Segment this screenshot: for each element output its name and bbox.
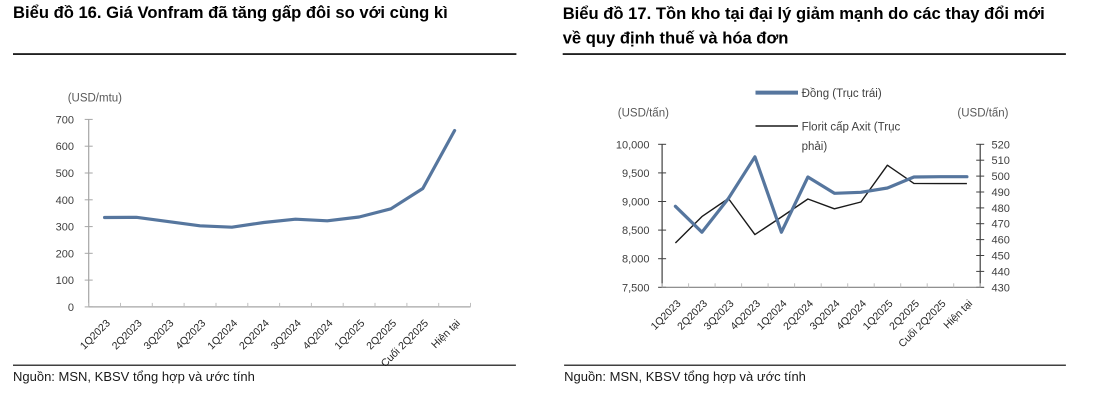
svg-text:phải): phải) xyxy=(802,141,828,153)
svg-text:Biểu đồ 17. Tồn kho tại đại lý: Biểu đồ 17. Tồn kho tại đại lý giảm mạnh… xyxy=(563,4,1045,23)
svg-text:3Q2024: 3Q2024 xyxy=(269,317,304,352)
svg-text:Nguồn: MSN, KBSV tổng hợp và ư: Nguồn: MSN, KBSV tổng hợp và ước tính xyxy=(564,369,806,384)
svg-text:3Q2023: 3Q2023 xyxy=(142,317,177,352)
svg-text:Hiện tại: Hiện tại xyxy=(429,317,463,351)
svg-text:4Q2024: 4Q2024 xyxy=(301,317,336,352)
svg-text:7,500: 7,500 xyxy=(622,282,650,294)
svg-text:(USD/tấn): (USD/tấn) xyxy=(618,108,669,120)
svg-text:về quy định thuế và hóa đơn: về quy định thuế và hóa đơn xyxy=(563,29,789,48)
svg-text:200: 200 xyxy=(56,248,74,260)
svg-text:Hiện tại: Hiện tại xyxy=(941,298,975,332)
svg-text:450: 450 xyxy=(992,251,1010,263)
svg-text:460: 460 xyxy=(992,235,1010,247)
svg-text:Florit cấp Axit (Trục: Florit cấp Axit (Trục xyxy=(802,121,901,133)
svg-text:8,500: 8,500 xyxy=(622,225,650,237)
svg-text:600: 600 xyxy=(56,141,74,153)
svg-text:1Q2024: 1Q2024 xyxy=(205,317,240,352)
svg-text:430: 430 xyxy=(992,282,1010,294)
svg-text:10,000: 10,000 xyxy=(616,139,650,151)
svg-text:1Q2023: 1Q2023 xyxy=(78,317,113,352)
svg-text:Đồng (Trục trái): Đồng (Trục trái) xyxy=(802,88,882,100)
svg-text:520: 520 xyxy=(992,139,1010,151)
svg-text:100: 100 xyxy=(56,275,74,287)
svg-text:510: 510 xyxy=(992,155,1010,167)
svg-text:400: 400 xyxy=(56,195,74,207)
svg-text:4Q2023: 4Q2023 xyxy=(173,317,208,352)
svg-text:8,000: 8,000 xyxy=(622,254,650,266)
svg-text:0: 0 xyxy=(68,302,74,314)
svg-text:490: 490 xyxy=(992,187,1010,199)
svg-text:2Q2024: 2Q2024 xyxy=(237,317,272,352)
svg-text:300: 300 xyxy=(56,222,74,234)
svg-text:2Q2023: 2Q2023 xyxy=(110,317,145,352)
svg-text:9,500: 9,500 xyxy=(622,168,650,180)
svg-text:1Q2025: 1Q2025 xyxy=(332,317,367,352)
svg-text:470: 470 xyxy=(992,219,1010,231)
svg-text:480: 480 xyxy=(992,203,1010,215)
svg-text:Nguồn: MSN, KBSV tổng hợp và ư: Nguồn: MSN, KBSV tổng hợp và ước tính xyxy=(13,369,255,384)
svg-text:(USD/mtu): (USD/mtu) xyxy=(68,92,122,104)
svg-text:Biểu đồ 16. Giá Vonfram đã tăn: Biểu đồ 16. Giá Vonfram đã tăng gấp đôi … xyxy=(13,3,448,22)
svg-text:(USD/tấn): (USD/tấn) xyxy=(957,108,1008,120)
svg-text:700: 700 xyxy=(56,114,74,126)
svg-text:440: 440 xyxy=(992,266,1010,278)
svg-text:500: 500 xyxy=(992,171,1010,183)
svg-text:9,000: 9,000 xyxy=(622,197,650,209)
svg-text:500: 500 xyxy=(56,168,74,180)
